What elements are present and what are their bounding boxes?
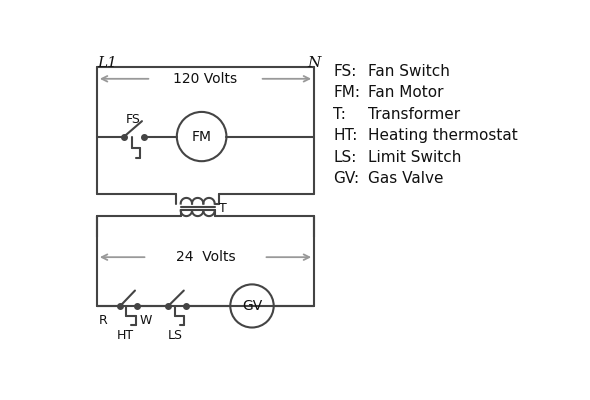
Text: GV: GV: [242, 299, 262, 313]
Text: T:: T:: [333, 107, 346, 122]
Text: Heating thermostat: Heating thermostat: [368, 128, 518, 143]
Text: LS:: LS:: [333, 150, 357, 165]
Text: R: R: [99, 314, 107, 327]
Text: GV:: GV:: [333, 171, 359, 186]
Text: N: N: [307, 56, 321, 70]
Text: FM:: FM:: [333, 85, 360, 100]
Text: T: T: [219, 202, 227, 215]
Text: L1: L1: [97, 56, 117, 70]
Text: Limit Switch: Limit Switch: [368, 150, 461, 165]
Text: 120 Volts: 120 Volts: [173, 72, 238, 86]
Text: FM: FM: [192, 130, 212, 144]
Text: HT:: HT:: [333, 128, 358, 143]
Text: W: W: [140, 314, 152, 327]
Text: Gas Valve: Gas Valve: [368, 171, 444, 186]
Text: 24  Volts: 24 Volts: [176, 250, 235, 264]
Text: Fan Motor: Fan Motor: [368, 85, 444, 100]
Text: Transformer: Transformer: [368, 107, 460, 122]
Text: FS: FS: [126, 113, 140, 126]
Text: FS:: FS:: [333, 64, 357, 78]
Text: HT: HT: [116, 329, 133, 342]
Text: Fan Switch: Fan Switch: [368, 64, 450, 78]
Text: LS: LS: [168, 329, 183, 342]
